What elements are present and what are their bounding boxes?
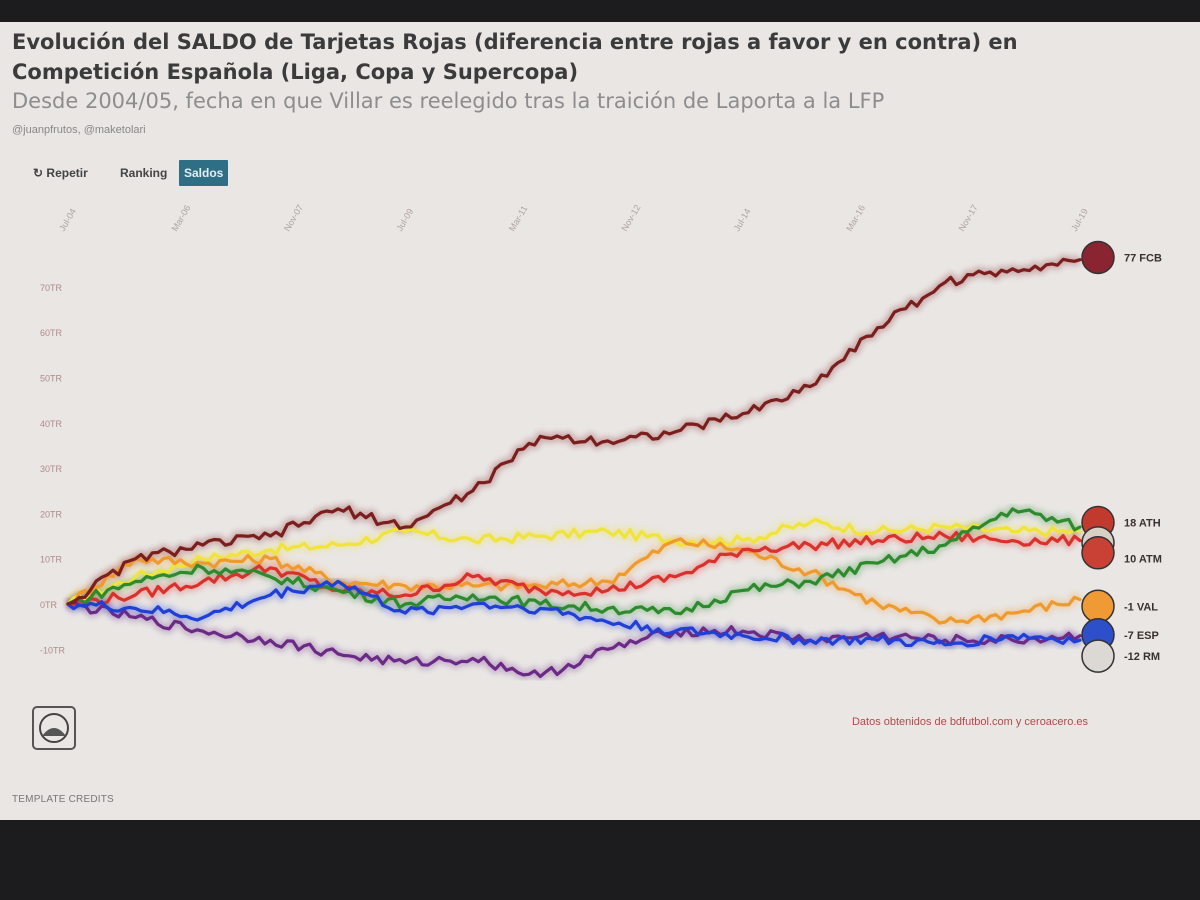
x-tick-label: Nov-12 (619, 203, 642, 233)
end-label-fcb: 77 FCB (1124, 252, 1162, 264)
line-chart: Jul-04 Mar-06 Nov-07 Jul-09 Mar-11 Nov-12 Jul-… (40, 203, 1162, 681)
y-tick-label: 10TR (40, 555, 63, 565)
series-line-rm (66, 600, 1082, 679)
badge-fcb-icon (1081, 240, 1115, 275)
end-label-ath: 18 ATH (1124, 517, 1161, 529)
team-badges: 77 FCB 18 ATH 10 ATM -1 VAL -7 ESP -12 RM (1081, 240, 1162, 673)
x-tick-label: Jul-14 (732, 207, 753, 233)
x-tick-label: Nov-17 (957, 203, 980, 233)
channel-logo-icon (32, 706, 76, 750)
x-tick-label: Mar-11 (507, 204, 530, 233)
end-label-atm: 10 ATM (1124, 554, 1162, 566)
x-axis: Jul-04 Mar-06 Nov-07 Jul-09 Mar-11 Nov-12 Jul-… (57, 203, 1090, 233)
screen: Evolución del SALDO de Tarjetas Rojas (d… (0, 22, 1200, 820)
data-source: Datos obtenidos de bdfutbol.com y ceroac… (851, 716, 1088, 728)
x-tick-label: Jul-19 (1069, 207, 1090, 233)
repeat-label: Repetir (46, 166, 88, 180)
x-tick-label: Jul-09 (394, 207, 415, 233)
y-tick-label: -10TR (40, 645, 66, 655)
replay-icon: ↻ (33, 166, 44, 180)
x-tick-label: Nov-07 (282, 203, 305, 233)
badge-atm-icon (1081, 536, 1115, 570)
y-tick-label: 40TR (40, 419, 63, 429)
badge-val-icon (1081, 589, 1115, 624)
y-tick-label: 0TR (40, 600, 58, 610)
x-tick-label: Mar-06 (170, 203, 193, 233)
chart-subtitle: Desde 2004/05, fecha en que Villar es re… (12, 89, 885, 113)
x-tick-label: Jul-04 (57, 207, 78, 233)
series-line-ath (66, 507, 1082, 616)
author-credits: @juanpfrutos, @maketolari (12, 124, 146, 136)
y-axis: -10TR 0TR 10TR 20TR 30TR 40TR 50TR 60TR 70TR (40, 283, 66, 655)
y-tick-label: 70TR (40, 283, 63, 293)
badge-rm-icon (1081, 639, 1115, 673)
ranking-button[interactable]: Ranking (120, 166, 168, 180)
y-tick-label: 20TR (40, 509, 63, 519)
end-label-val: -1 VAL (1124, 601, 1158, 613)
y-tick-label: 60TR (40, 328, 63, 338)
series-line-fcb (66, 257, 1082, 606)
end-label-rm: -12 RM (1124, 651, 1160, 663)
series-line-atm (66, 530, 1082, 607)
end-label-esp: -7 ESP (1124, 630, 1159, 642)
chart-title: Evolución del SALDO de Tarjetas Rojas (d… (12, 30, 1018, 84)
series-line-sev (66, 517, 1082, 606)
series-lines (66, 257, 1082, 679)
saldos-button[interactable]: Saldos (179, 160, 229, 186)
series-line-val (66, 537, 1082, 625)
repeat-button[interactable]: ↻ Repetir (28, 160, 93, 186)
y-tick-label: 30TR (40, 464, 63, 474)
x-tick-label: Mar-16 (844, 203, 867, 233)
y-tick-label: 50TR (40, 374, 63, 384)
template-credits-link[interactable]: TEMPLATE CREDITS (12, 794, 114, 805)
series-line-esp (66, 579, 1082, 648)
